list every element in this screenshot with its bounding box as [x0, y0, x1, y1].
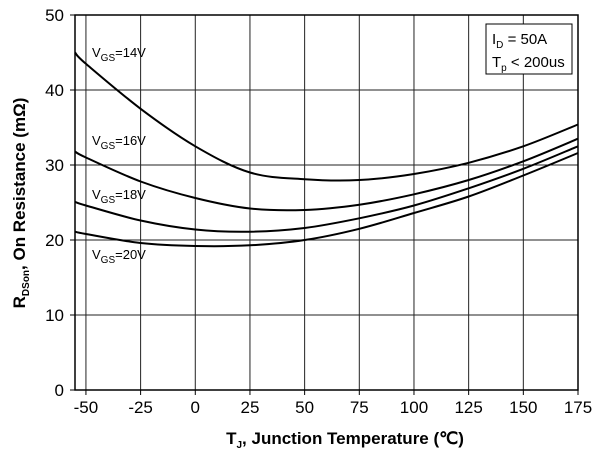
- series-label-main: V: [92, 133, 101, 148]
- series-label-main: V: [92, 45, 101, 60]
- annotation-box: ID = 50A Tp < 200us: [485, 23, 573, 75]
- series-line-3: [74, 152, 579, 248]
- series-label-rest: =20V: [115, 247, 146, 262]
- series-line-0: [74, 51, 579, 182]
- series-label-rest: =18V: [115, 187, 146, 202]
- series-line-1: [74, 137, 579, 212]
- series-label-main: V: [92, 247, 101, 262]
- x-tick-label: 0: [191, 398, 200, 417]
- x-tick-label: 75: [350, 398, 369, 417]
- annotation-line-2: Tp < 200us: [492, 54, 565, 74]
- series-label-sub: GS: [101, 255, 116, 266]
- series-label-sub: GS: [101, 141, 116, 152]
- tick-labels: -50 -25 0 25 50 75 100 125 150 175 0 10 20 30 40 50: [45, 6, 592, 417]
- x-tick-label: 150: [509, 398, 537, 417]
- y-tick-label: 10: [45, 306, 64, 325]
- x-tick-label: -25: [128, 398, 153, 417]
- annotation-line-1: ID = 50A: [492, 31, 547, 51]
- series-label-rest: =14V: [115, 45, 146, 60]
- annotation-box-frame: [485, 23, 573, 75]
- x-axis-title: TJ, Junction Temperature (℃): [226, 429, 464, 451]
- y-tick-label: 0: [55, 381, 64, 400]
- y-tick-label: 20: [45, 231, 64, 250]
- y-axis-title: RDSon, On Resistance (mΩ): [10, 98, 32, 309]
- x-tick-label: 25: [240, 398, 259, 417]
- series-label-0: VGS=14V: [92, 45, 146, 64]
- series-label-main: V: [92, 187, 101, 202]
- plot-frame: [74, 14, 579, 391]
- x-tick-label: -50: [74, 398, 99, 417]
- series-group: [74, 51, 579, 248]
- y-tick-label: 50: [45, 6, 64, 25]
- series-label-1: VGS=16V: [92, 133, 146, 152]
- series-label-sub: GS: [101, 195, 116, 206]
- series-label-rest: =16V: [115, 133, 146, 148]
- y-tick-label: 30: [45, 156, 64, 175]
- series-label-sub: GS: [101, 53, 116, 64]
- series-line-2: [74, 145, 579, 233]
- series-label-3: VGS=20V: [92, 247, 146, 266]
- y-tick-label: 40: [45, 81, 64, 100]
- series-label-2: VGS=18V: [92, 187, 146, 206]
- x-tick-label: 175: [564, 398, 592, 417]
- x-tick-label: 100: [400, 398, 428, 417]
- x-tick-label: 50: [295, 398, 314, 417]
- x-tick-label: 125: [454, 398, 482, 417]
